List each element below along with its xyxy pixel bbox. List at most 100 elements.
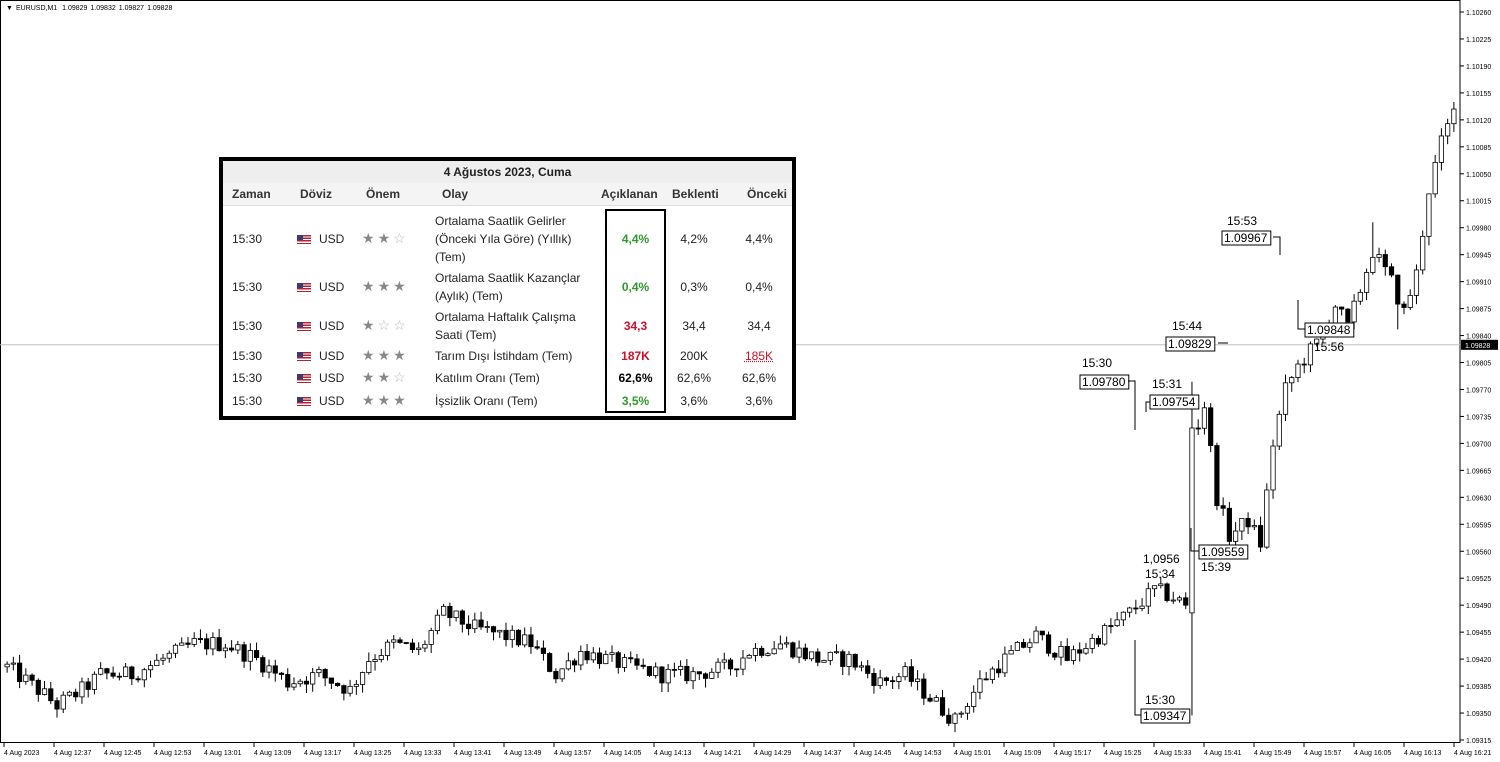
candle-body [353, 684, 359, 687]
calendar-row[interactable]: 15:30 USD ★★☆ Ortalama Saatlik Gelirler (Önc… [223, 209, 792, 268]
annotation-price-box [1221, 230, 1272, 246]
importance-stars-icon: ★★★ [362, 278, 409, 295]
candle-body [372, 659, 378, 662]
candle-body [971, 691, 977, 707]
star-empty-icon: ☆ [393, 316, 409, 333]
candle-body [1382, 254, 1388, 268]
calendar-row[interactable]: 15:30 USD ★☆☆ Ortalama Haftalık Çalışma Saat… [223, 306, 792, 345]
candle-body [472, 619, 478, 630]
candle-body [759, 647, 765, 656]
time-tick-label: 4 Aug 14:37 [804, 750, 841, 757]
candle-body [347, 685, 353, 694]
calendar-row[interactable]: 15:30 USD ★★★ İşsizlik Oranı (Tem) 3,5% 3,6% 3… [223, 389, 792, 413]
candle-body [1151, 585, 1158, 590]
candle-body [615, 652, 621, 668]
candle-body [572, 660, 578, 666]
calendar-row[interactable]: 15:30 USD ★★★ Tarım Dışı İstihdam (Tem) 187K… [223, 345, 792, 366]
time-tick-label: 4 Aug 15:25 [1104, 750, 1141, 757]
candle-body [272, 665, 278, 674]
candle-body [1027, 642, 1033, 648]
candle-body [871, 673, 877, 686]
candle-body [278, 672, 285, 675]
price-tick-label: 1.09735 [1466, 414, 1491, 421]
candle-body [210, 637, 216, 650]
header-previous: Önceki [747, 187, 788, 201]
star-filled-icon: ★ [393, 346, 409, 363]
candle-body [447, 605, 453, 619]
row-previous: 34,4 [747, 318, 771, 333]
candle-body [1332, 306, 1338, 325]
candle-body [1245, 517, 1251, 528]
candle-body [609, 652, 615, 655]
candle-body [154, 659, 160, 667]
candle-body [646, 666, 653, 676]
economic-calendar-table: 4 Ağustos 2023, Cuma Zaman Döviz Önem Ol… [219, 157, 796, 420]
star-filled-icon: ★ [362, 278, 378, 294]
candle-body [709, 671, 715, 679]
price-tick-label: 1.10225 [1466, 37, 1491, 44]
row-event: Tarım Dışı İstihdam (Tem) [435, 347, 572, 365]
candle-body [1021, 641, 1027, 648]
row-time: 15:30 [232, 394, 263, 408]
chart-area[interactable] [0, 0, 1460, 743]
candle-body [384, 641, 391, 656]
candle-body [840, 651, 846, 667]
annotation-price-box [1079, 374, 1130, 390]
price-tick-label: 1.10190 [1466, 64, 1491, 71]
calendar-row[interactable]: 15:30 USD ★★☆ Katılım Oranı (Tem) 62,6% 62,6%… [223, 366, 792, 389]
candle-body [366, 661, 372, 673]
candle-body [939, 697, 946, 716]
candle-body [696, 671, 702, 675]
star-filled-icon: ★ [362, 392, 378, 408]
annotation-time: 15:30 [1082, 356, 1112, 370]
candle-body [659, 666, 665, 684]
time-tick-label: 4 Aug 12:45 [104, 750, 141, 757]
candle-body [1208, 407, 1214, 446]
candle-body [1289, 377, 1295, 384]
candle-body [1233, 530, 1239, 542]
annotation-price: 1.09347 [1143, 709, 1187, 723]
candle-body [1064, 646, 1070, 661]
candle-body [285, 674, 291, 688]
time-tick-label: 4 Aug 14:21 [704, 750, 741, 757]
candle-body [98, 668, 104, 675]
candle-body [584, 651, 590, 661]
candle-body [484, 626, 490, 628]
candle-body [1376, 254, 1382, 258]
candle-body [403, 642, 409, 644]
candle-body [91, 673, 98, 690]
candle-body [914, 678, 921, 682]
candle-body [1401, 303, 1407, 308]
candle-body [1145, 588, 1151, 607]
candle-body [23, 674, 29, 683]
row-event: Ortalama Saatlik Gelirler (Önceki Yıla Gö… [435, 212, 571, 266]
candle-body [247, 650, 253, 662]
time-tick-label: 4 Aug 14:29 [754, 750, 791, 757]
candle-body [66, 691, 73, 696]
header-event: Olay [442, 187, 469, 201]
star-empty-icon: ☆ [393, 229, 409, 246]
us-flag-icon [297, 283, 311, 292]
row-event-line: Tarım Dışı İstihdam (Tem) [435, 348, 573, 363]
row-currency: USD [319, 318, 345, 333]
candle-body [1363, 272, 1370, 293]
calendar-header-row: Zaman Döviz Önem Olay Açıklanan Beklenti… [223, 183, 792, 206]
price-tick-label: 1.09840 [1466, 334, 1491, 341]
row-forecast: 3,6% [680, 394, 708, 408]
candle-body [1102, 625, 1108, 645]
chart-menu-arrow-icon[interactable]: ▼ [6, 5, 13, 12]
header-actual: Açıklanan [601, 187, 658, 201]
candle-body [328, 677, 334, 684]
candle-body [1357, 291, 1363, 302]
candle-body [397, 639, 403, 643]
price-tick-label: 1.09875 [1466, 307, 1491, 314]
calendar-row[interactable]: 15:30 USD ★★★ Ortalama Saatlik Kazançlar (Ay… [223, 268, 792, 306]
us-flag-icon [297, 321, 311, 331]
calendar-date: 4 Ağustos 2023, Cuma [223, 161, 792, 183]
candle-body [1008, 649, 1014, 655]
candle-body [116, 675, 122, 678]
candle-body [147, 665, 154, 671]
candle-body [123, 666, 129, 677]
price-tick-label: 1.10015 [1466, 199, 1491, 206]
time-tick-label: 4 Aug 15:17 [1054, 750, 1091, 757]
